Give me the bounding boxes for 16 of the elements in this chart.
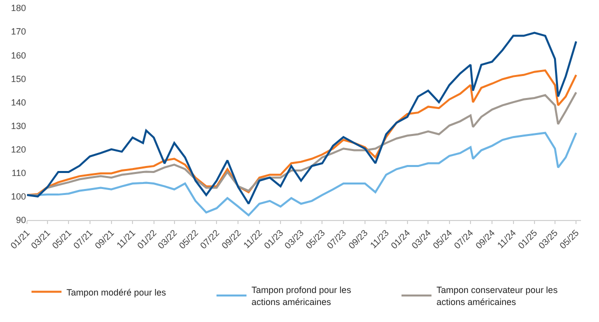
y-tick-label: 130: [10, 120, 26, 131]
y-tick-label: 150: [10, 74, 26, 84]
y-tick-label: 170: [10, 26, 26, 37]
line-series: [27, 91, 578, 196]
y-tick-label: 140: [10, 97, 26, 108]
y-tick-label: 180: [10, 3, 26, 14]
y-tick-label: 160: [10, 50, 26, 60]
legend-label: Tampon modéré pour les: [66, 287, 167, 298]
y-tick-label: 120: [10, 144, 26, 154]
line-series: [27, 69, 578, 196]
y-tick-label: 90: [16, 215, 26, 226]
legend-label: Tampon conservateur pour les actions américaines: [436, 285, 558, 307]
line-series: [27, 32, 578, 205]
y-tick-label: 110: [12, 168, 26, 178]
legend-label: Tampon profond pour les actions américaines: [252, 285, 352, 307]
y-tick-label: 100: [10, 192, 26, 202]
